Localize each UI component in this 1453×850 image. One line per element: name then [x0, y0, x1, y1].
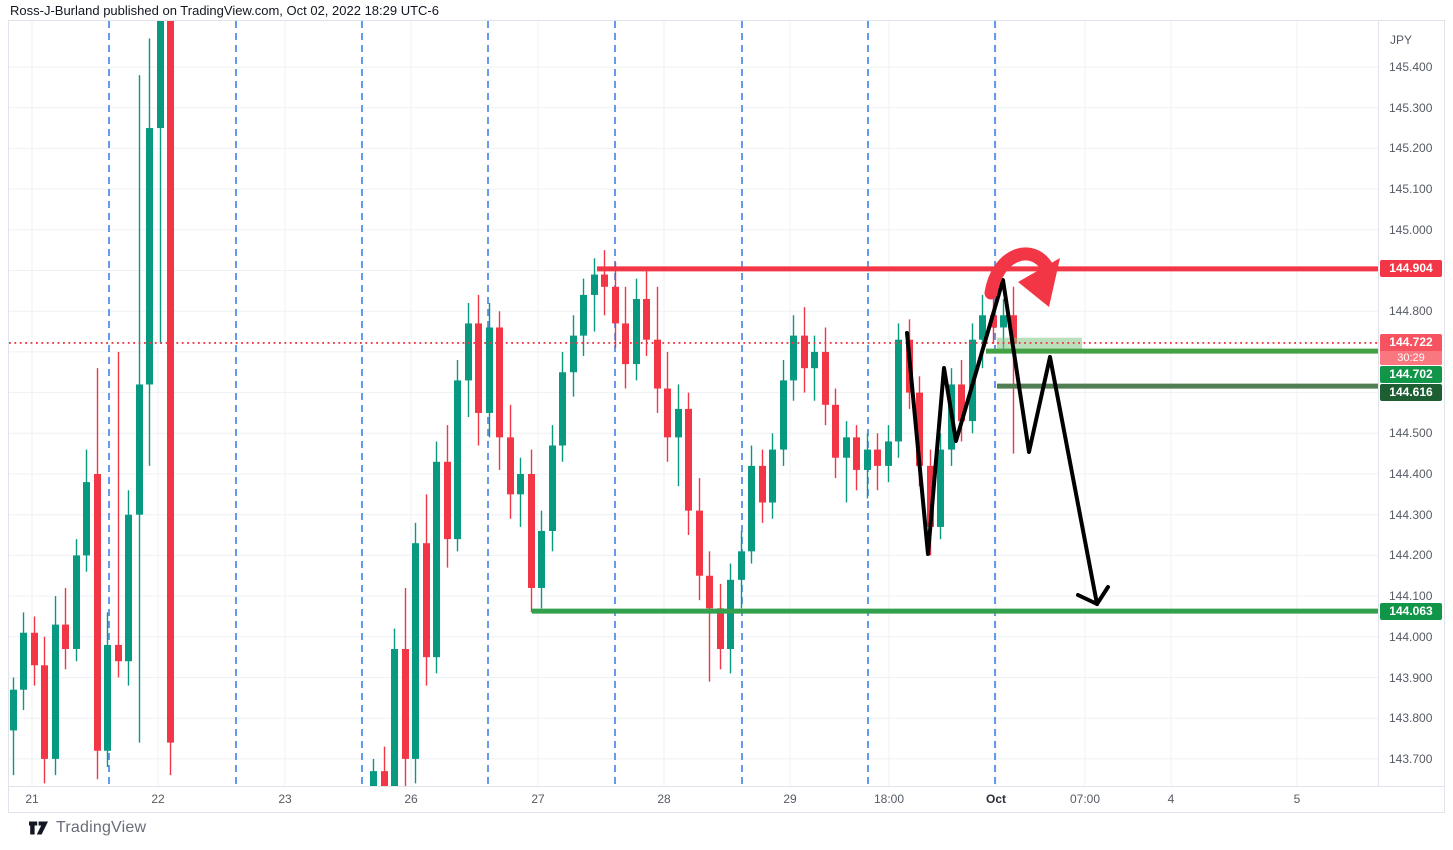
- chart-pane[interactable]: [8, 20, 1379, 787]
- time-axis[interactable]: [8, 786, 1445, 813]
- tradingview-logo-text: TradingView: [56, 819, 147, 836]
- tradingview-icon: [29, 821, 48, 835]
- candle: [0, 730, 6, 758]
- tradingview-logo[interactable]: TradingView: [28, 818, 146, 838]
- publish-attribution: Ross-J-Burland published on TradingView.…: [10, 3, 439, 18]
- price-axis[interactable]: [1378, 20, 1445, 813]
